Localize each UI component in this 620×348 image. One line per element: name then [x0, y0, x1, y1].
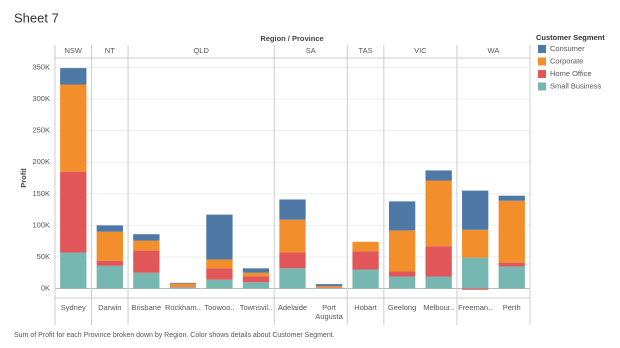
x-tick-label: Townsvil.. — [239, 303, 273, 312]
bar-segment — [242, 276, 270, 283]
legend-label: Consumer — [550, 44, 585, 53]
legend-label: Small Business — [550, 81, 602, 90]
legend-swatch — [538, 70, 546, 78]
region-label: SA — [306, 46, 316, 55]
region-label: WA — [488, 46, 500, 55]
region-label: QLD — [193, 46, 209, 55]
legend-label: Home Office — [550, 69, 592, 78]
bar-segment — [462, 288, 489, 290]
bar-segment — [315, 287, 343, 289]
caption: Sum of Profit for each Province broken d… — [14, 332, 335, 339]
x-tick-label: Hobart — [354, 303, 377, 312]
y-tick-label: 300K — [32, 94, 50, 103]
bar-segment — [388, 230, 416, 272]
y-tick-label: 150K — [32, 189, 50, 198]
bar-segment — [498, 195, 525, 201]
bar-segment — [133, 250, 160, 273]
bar-segment — [498, 262, 525, 267]
x-tick-label: Darwin — [98, 303, 122, 312]
bar-segment — [388, 276, 416, 289]
header: Region / Province — [260, 34, 323, 43]
x-tick-label: Freeman.. — [458, 303, 493, 312]
bar-segment — [169, 283, 197, 287]
x-tick-label: Melbour.. — [423, 303, 455, 312]
bar-segment — [206, 268, 233, 280]
x-tick-label: Port Augusta — [315, 303, 343, 321]
bar-segment — [169, 282, 197, 284]
bar-segment — [206, 279, 233, 289]
bar-segment — [242, 272, 270, 277]
bar-segment — [242, 282, 270, 289]
region-label: VIC — [414, 46, 427, 55]
region-label: NSW — [65, 46, 83, 55]
bar-segment — [169, 286, 197, 288]
bar-segment — [425, 276, 452, 289]
region-label: TAS — [359, 46, 373, 55]
bar-segment — [315, 286, 343, 288]
bar-segment — [96, 231, 123, 261]
bar-segment — [279, 199, 306, 220]
bar-segment — [60, 84, 87, 172]
bar-segment — [206, 214, 233, 260]
bar-segment — [206, 259, 233, 269]
x-tick-label: Toowoo.. — [204, 303, 235, 312]
bar-segment — [133, 272, 160, 289]
y-tick-label: 0K — [41, 284, 50, 293]
bar-segment — [462, 229, 489, 258]
y-tick-label: 50K — [37, 252, 50, 261]
y-tick-label: 100K — [32, 220, 50, 229]
bar-segment — [60, 68, 87, 85]
bar-segment — [425, 180, 452, 247]
bar-segment — [352, 269, 379, 289]
bar-segment — [279, 252, 306, 269]
bar-segment — [96, 260, 123, 266]
bar-segment — [133, 240, 160, 251]
x-tick-label: Brisbane — [131, 303, 162, 312]
bar-segment — [315, 287, 343, 288]
bar-segment — [498, 266, 525, 289]
bar-segment — [498, 200, 525, 263]
bar-segment — [60, 252, 87, 289]
y-axis-label: Profit — [19, 168, 28, 188]
y-tick-label: 350K — [32, 62, 50, 71]
bar-segment — [133, 234, 160, 241]
bar-segment — [96, 265, 123, 289]
bar-segment — [388, 201, 416, 231]
bar-segment — [425, 246, 452, 277]
bar-segment — [279, 268, 306, 289]
y-tick-label: 250K — [32, 126, 50, 135]
chart-title: Sheet 7 — [14, 10, 59, 25]
region-label: NT — [105, 46, 115, 55]
x-tick-label: Perth — [502, 303, 521, 312]
bar-segment — [169, 287, 197, 289]
bar-segment — [315, 284, 343, 286]
bar-segment — [388, 271, 416, 277]
bar-segment — [352, 241, 379, 252]
legend-title: Customer Segment — [536, 33, 605, 42]
x-tick-label: Sydney — [60, 303, 86, 312]
bar-segment — [96, 225, 123, 232]
legend-label: Corporate — [550, 56, 583, 65]
bar-segment — [242, 268, 270, 273]
bar-segment — [60, 171, 87, 253]
bar-segment — [462, 257, 489, 289]
bar-segment — [352, 251, 379, 270]
x-tick-label: Rockham.. — [164, 303, 201, 312]
legend-swatch — [538, 57, 546, 66]
x-tick-label: Geelong — [387, 303, 417, 312]
y-tick-label: 200K — [32, 157, 50, 166]
bar-segment — [425, 170, 452, 181]
legend-swatch — [538, 82, 546, 91]
legend-swatch — [538, 45, 546, 53]
bar-segment — [279, 219, 306, 253]
x-tick-label: Adelaide — [277, 303, 308, 312]
bar-segment — [462, 190, 489, 230]
